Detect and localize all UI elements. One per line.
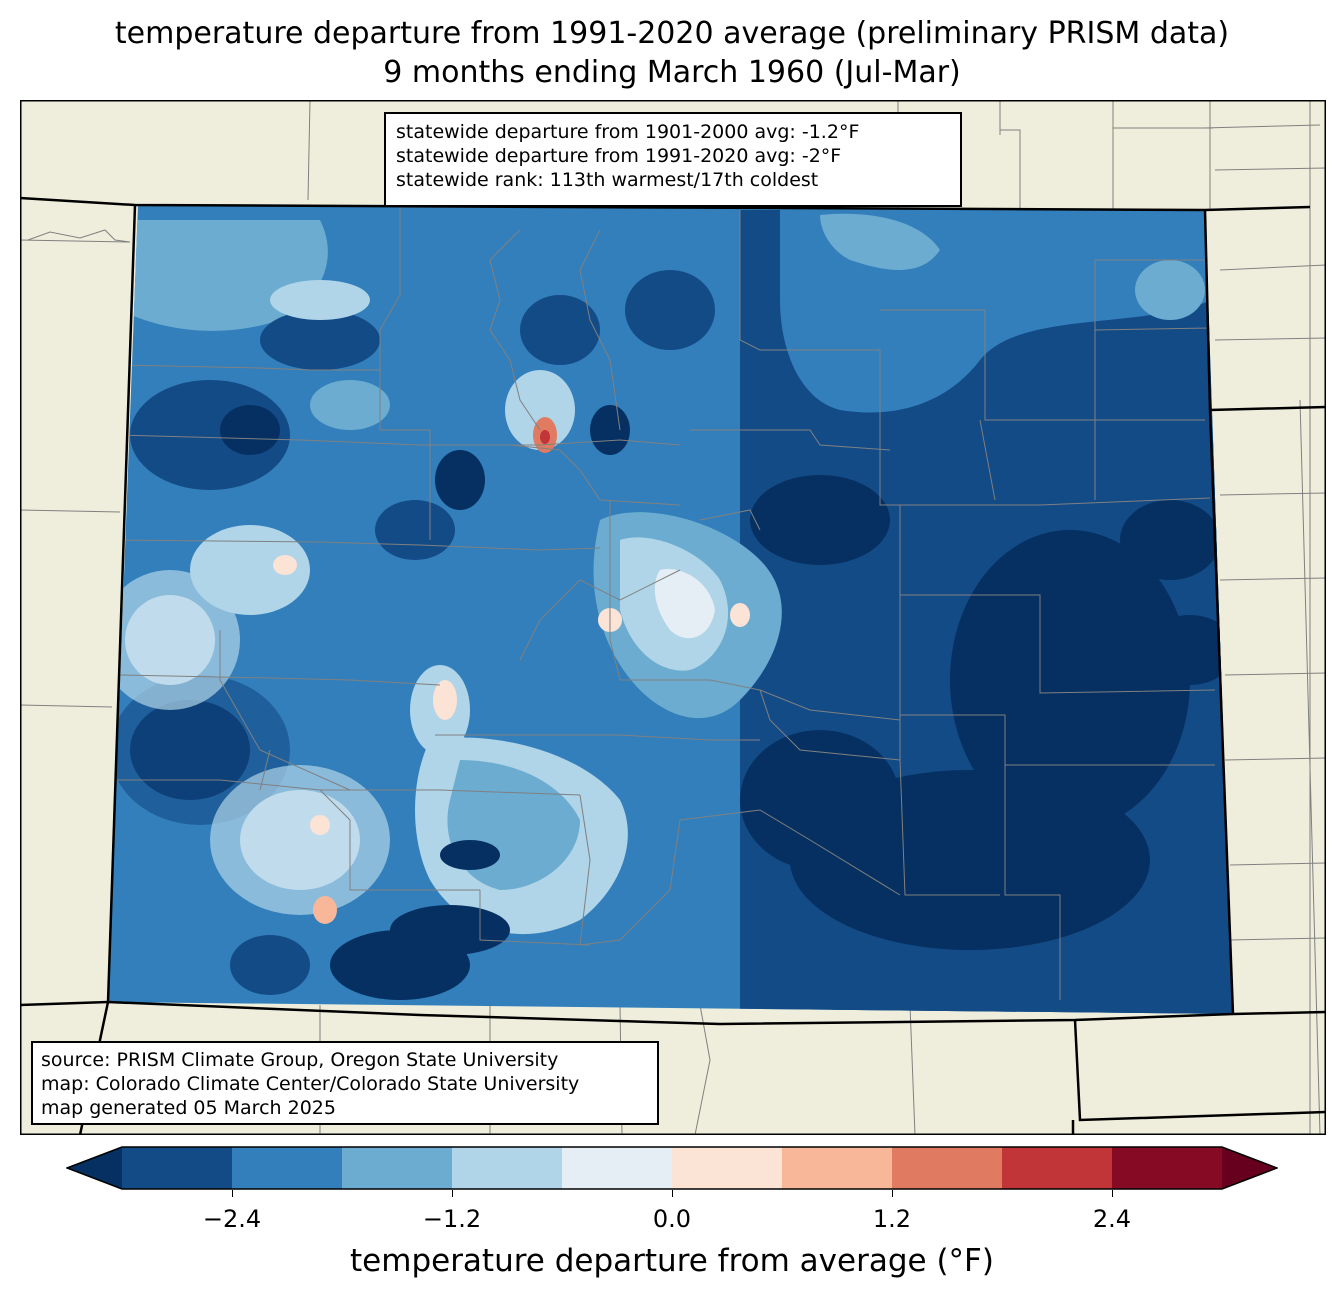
colorbar-tick-mark [232,1190,233,1197]
colorbar-tick-mark [672,1190,673,1197]
stat-departure-1901-2000: statewide departure from 1901-2000 avg: … [396,121,860,143]
colorbar-segment [232,1147,343,1189]
colorbar-extend-max [1222,1147,1277,1189]
colorbar-segment [892,1147,1003,1189]
colorado-contours [108,205,1233,1014]
colorbar-segment [342,1147,453,1189]
colorbar-segment [672,1147,783,1189]
map-subtitle: 9 months ending March 1960 (Jul-Mar) [383,55,961,90]
colorbar-tick-mark [1112,1190,1113,1197]
map-title: temperature departure from 1991-2020 ave… [114,16,1230,51]
colorbar-tick-mark [452,1190,453,1197]
colorbar-segment [1002,1147,1113,1189]
colorbar-label: temperature departure from average (°F) [350,1243,994,1279]
colorbar-tick-label: 2.4 [1092,1205,1132,1233]
stat-rank: statewide rank: 113th warmest/17th colde… [396,169,819,191]
statewide-stats-box: statewide departure from 1901-2000 avg: … [384,112,962,207]
colorbar-segments [66,1146,1278,1190]
state-borders [20,196,1326,1135]
colorado-county-lines [115,205,1216,1000]
colorbar-segment [562,1147,673,1189]
colorbar-tick-label: −1.2 [422,1205,482,1233]
map-frame [20,100,1326,1135]
colorbar [66,1146,1278,1190]
colorbar-tick-label: 0.0 [652,1205,692,1233]
temperature-departure-map [20,100,1326,1135]
colorbar-tick-label: −2.4 [202,1205,262,1233]
colorbar-tick-mark [892,1190,893,1197]
map-credit-line: map: Colorado Climate Center/Colorado St… [41,1073,580,1095]
colorbar-extend-min [67,1147,122,1189]
source-box: source: PRISM Climate Group, Oregon Stat… [31,1041,659,1125]
colorbar-segment [452,1147,563,1189]
colorbar-outline [66,1146,1278,1190]
colorbar-tick-label: 1.2 [872,1205,912,1233]
colorbar-segment [1112,1147,1223,1189]
colorbar-segment [782,1147,893,1189]
colorbar-segment [122,1147,233,1189]
stat-departure-1991-2020: statewide departure from 1991-2020 avg: … [396,145,842,167]
map-generated-line: map generated 05 March 2025 [41,1097,336,1119]
source-line: source: PRISM Climate Group, Oregon Stat… [41,1049,559,1071]
